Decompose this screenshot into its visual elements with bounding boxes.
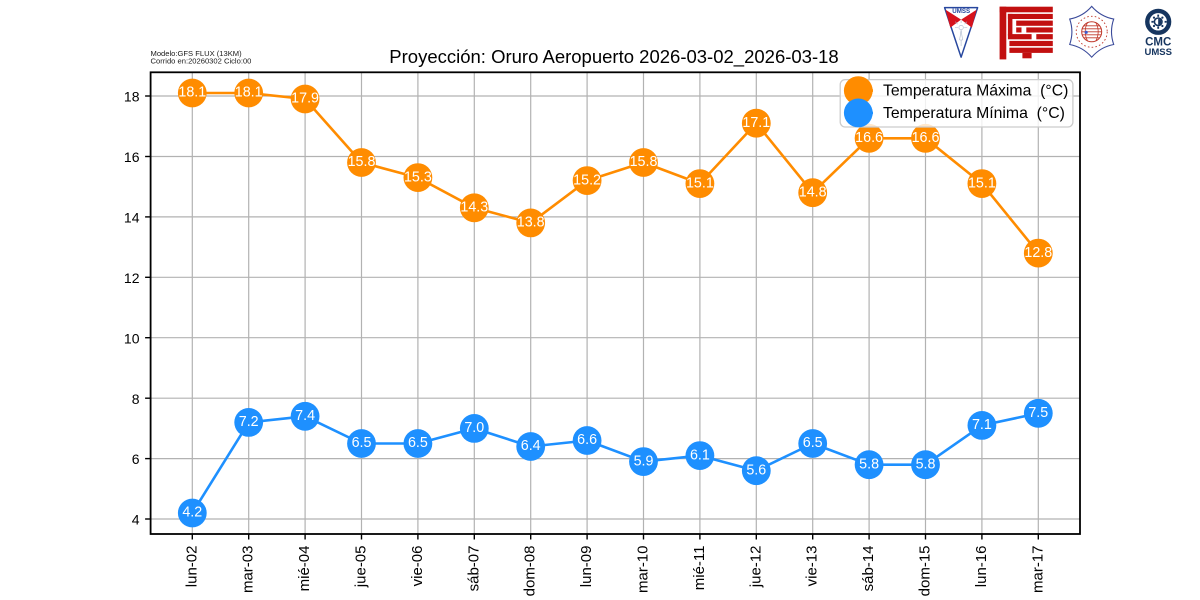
svg-text:18: 18	[124, 89, 140, 105]
svg-text:7.4: 7.4	[295, 408, 315, 424]
svg-text:15.3: 15.3	[404, 169, 432, 185]
svg-text:7.1: 7.1	[972, 417, 992, 433]
svg-text:jue-12: jue-12	[747, 546, 764, 589]
svg-text:15.8: 15.8	[630, 154, 658, 170]
svg-text:5.6: 5.6	[746, 462, 766, 478]
svg-text:CMC: CMC	[1145, 37, 1171, 49]
svg-text:6.4: 6.4	[521, 438, 541, 454]
svg-text:15.1: 15.1	[686, 175, 714, 191]
svg-text:mié-11: mié-11	[691, 546, 708, 591]
svg-text:14: 14	[124, 210, 140, 226]
svg-text:Temperatura Máxima (°C): Temperatura Máxima (°C)	[883, 83, 1068, 100]
svg-text:18.1: 18.1	[178, 85, 206, 101]
svg-text:Corrido en:20260302 Ciclo:00: Corrido en:20260302 Ciclo:00	[151, 56, 252, 65]
svg-text:mar-10: mar-10	[635, 546, 652, 594]
svg-text:5.8: 5.8	[859, 456, 879, 472]
svg-text:7.0: 7.0	[464, 420, 484, 436]
svg-text:8: 8	[132, 391, 140, 407]
svg-text:jue-05: jue-05	[353, 546, 370, 589]
svg-text:14.3: 14.3	[460, 200, 488, 216]
svg-text:10: 10	[124, 330, 140, 346]
svg-text:mar-17: mar-17	[1029, 546, 1046, 594]
svg-text:16.6: 16.6	[855, 130, 883, 146]
svg-text:6.1: 6.1	[690, 447, 710, 463]
svg-text:4.2: 4.2	[182, 505, 202, 521]
svg-text:7.5: 7.5	[1028, 405, 1048, 421]
svg-text:18.1: 18.1	[235, 85, 263, 101]
svg-text:6.6: 6.6	[577, 432, 597, 448]
svg-text:17.1: 17.1	[742, 115, 770, 131]
svg-text:13.8: 13.8	[517, 215, 545, 231]
svg-text:lun-16: lun-16	[973, 546, 990, 588]
svg-text:6.5: 6.5	[803, 435, 823, 451]
svg-text:17.9: 17.9	[291, 91, 319, 107]
svg-text:UMSS: UMSS	[1144, 47, 1171, 58]
svg-text:15.2: 15.2	[573, 172, 601, 188]
svg-text:UMSS: UMSS	[952, 8, 970, 15]
svg-text:6.5: 6.5	[352, 435, 372, 451]
svg-text:mar-03: mar-03	[240, 546, 257, 594]
svg-text:5.9: 5.9	[634, 453, 654, 469]
svg-text:5.8: 5.8	[916, 456, 936, 472]
svg-text:14.8: 14.8	[799, 184, 827, 200]
svg-text:lun-09: lun-09	[578, 546, 595, 588]
svg-text:dom-08: dom-08	[522, 546, 539, 597]
svg-text:6.5: 6.5	[408, 435, 428, 451]
svg-text:15.1: 15.1	[968, 175, 996, 191]
svg-text:7.2: 7.2	[239, 414, 259, 430]
svg-text:16.6: 16.6	[912, 130, 940, 146]
svg-text:dom-15: dom-15	[917, 546, 934, 597]
svg-text:lun-02: lun-02	[183, 546, 200, 588]
svg-text:sáb-14: sáb-14	[860, 546, 877, 592]
svg-text:6: 6	[132, 451, 140, 467]
svg-text:vie-13: vie-13	[804, 546, 821, 587]
svg-text:mié-04: mié-04	[296, 546, 313, 592]
svg-text:Proyección: Oruro Aeropuerto 2: Proyección: Oruro Aeropuerto 2026-03-02_…	[389, 46, 838, 68]
svg-text:sáb-07: sáb-07	[465, 546, 482, 592]
svg-text:vie-06: vie-06	[409, 546, 426, 587]
svg-text:12: 12	[124, 270, 140, 286]
svg-text:4: 4	[132, 512, 140, 528]
svg-text:Modelo:GFS FLUX (13KM): Modelo:GFS FLUX (13KM)	[151, 49, 243, 58]
svg-text:16: 16	[124, 149, 140, 165]
svg-text:15.8: 15.8	[348, 154, 376, 170]
svg-text:Temperatura Mínima (°C): Temperatura Mínima (°C)	[883, 105, 1065, 122]
svg-text:12.8: 12.8	[1024, 245, 1052, 261]
